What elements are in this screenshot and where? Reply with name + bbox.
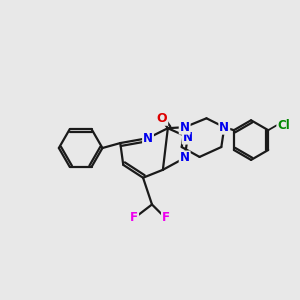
Text: N: N [180, 152, 190, 164]
Text: N: N [143, 132, 153, 145]
Text: O: O [157, 112, 167, 125]
Text: F: F [130, 211, 138, 224]
Text: N: N [183, 130, 193, 144]
Text: N: N [180, 121, 190, 134]
Text: Cl: Cl [278, 119, 290, 132]
Text: F: F [162, 211, 170, 224]
Text: N: N [219, 121, 229, 134]
